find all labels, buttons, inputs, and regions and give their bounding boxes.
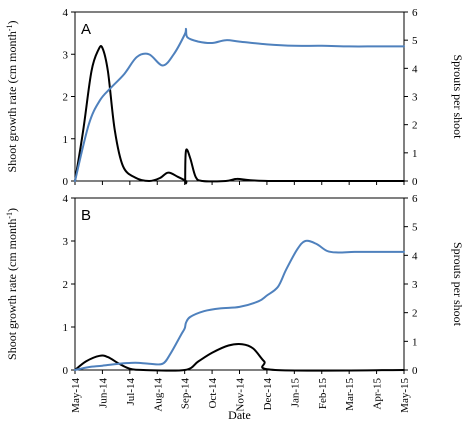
left-y-tick-label: 0: [63, 365, 69, 377]
growth-rate-line: [74, 45, 405, 185]
right-y-tick-label: 4: [412, 63, 418, 75]
plot-frame: [74, 11, 405, 182]
left-y-tick-label: 3: [63, 236, 69, 248]
right-y-tick-label: 6: [412, 7, 418, 19]
right-axis-label: Sprouts per shoot: [451, 242, 465, 327]
x-tick-label: Dec-14: [262, 378, 274, 411]
panel-label: B: [81, 207, 91, 224]
left-y-tick-label: 1: [63, 134, 69, 146]
right-axis-label: Sprouts per shoot: [451, 55, 465, 140]
left-axis-label: Shoot growth rate (cm month-1): [5, 21, 20, 173]
left-y-tick-label: 4: [63, 193, 69, 205]
left-axis-label: Shoot growth rate (cm month-1): [5, 208, 20, 360]
right-y-tick-label: 0: [412, 176, 418, 188]
panel-label: A: [81, 21, 91, 38]
right-y-tick-label: 1: [412, 148, 418, 160]
x-tick-label: Mar-15: [344, 378, 356, 411]
right-y-tick-label: 4: [412, 250, 418, 262]
x-tick-label: Feb-15: [317, 378, 329, 410]
right-y-tick-label: 3: [412, 92, 418, 104]
panel-b: 0 1 2 3 4 0 1 2 3 4 5 6 May-14 Jun-14 Jul-14 Aug-14 Sep-…: [5, 193, 466, 413]
panel-a: 0 1 2 3 4 0 1 2 3 4 5 6 Shoot growth rate (cm month-…: [5, 7, 466, 188]
x-tick-label: Aug-14: [152, 378, 164, 412]
right-y-tick-label: 6: [412, 193, 418, 205]
left-y-tick-label: 0: [63, 176, 69, 188]
x-tick-label: May-14: [70, 378, 82, 413]
left-y-tick-label: 2: [63, 92, 69, 104]
right-y-tick-label: 0: [412, 365, 418, 377]
x-tick-label: Jul-14: [125, 378, 137, 406]
sprouts-line: [74, 239, 405, 371]
left-y-tick-label: 1: [63, 322, 69, 334]
right-y-tick-label: 1: [412, 336, 418, 348]
growth-rate-line: [74, 342, 405, 372]
left-y-tick-label: 2: [63, 279, 69, 291]
x-tick-label: Jan-15: [289, 378, 301, 408]
x-tick-label: Apr-15: [372, 378, 384, 410]
x-axis-label: Date: [228, 408, 251, 422]
left-y-tick-label: 4: [63, 7, 69, 19]
x-tick-label: Nov-14: [235, 378, 247, 412]
sprouts-line: [74, 27, 405, 182]
x-tick-label: May-15: [399, 378, 411, 413]
left-y-tick-label: 3: [63, 49, 69, 61]
x-tick-label: Sep-14: [180, 378, 192, 410]
right-y-tick-label: 2: [412, 308, 418, 320]
right-y-tick-label: 3: [412, 279, 418, 291]
x-tick-label: Oct-14: [207, 378, 219, 409]
right-y-tick-label: 2: [412, 120, 418, 132]
right-y-tick-label: 5: [412, 222, 418, 234]
x-tick-label: Jun-14: [97, 378, 109, 408]
right-y-tick-label: 5: [412, 35, 418, 47]
